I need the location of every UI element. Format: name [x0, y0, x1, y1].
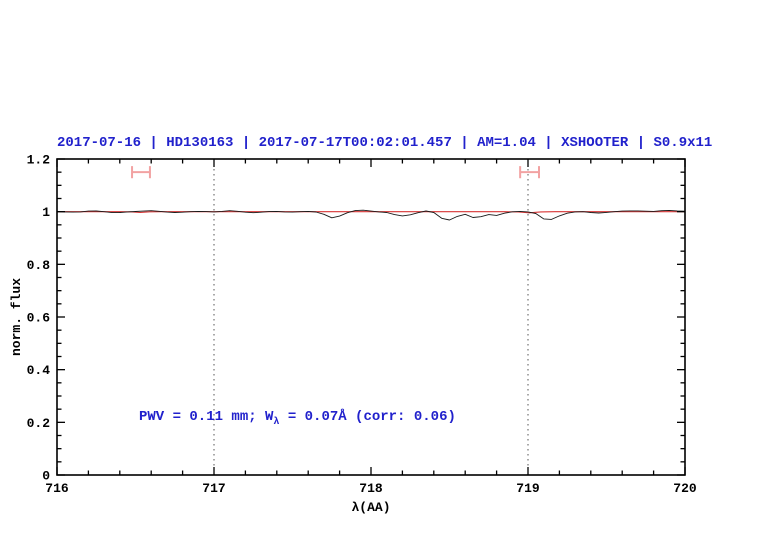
axis-ticks — [56, 158, 686, 476]
pwv-annotation: PWV = 0.11 mm; Wλ = 0.07Å (corr: 0.06) — [139, 409, 456, 428]
plot-title: 2017-07-16 | HD130163 | 2017-07-17T00:02… — [57, 135, 713, 151]
pwv-lambda-subscript: λ — [273, 416, 280, 428]
x-tick-label: 719 — [516, 481, 540, 496]
y-tick-label: 0.4 — [27, 363, 51, 378]
x-tick-label: 716 — [45, 481, 69, 496]
tick-labels: 716 717 718 719 720 0 0.2 0.4 0.6 0.8 1 1.2 — [27, 153, 697, 497]
y-axis-label: norm. flux — [9, 278, 24, 356]
pwv-text-pre: PWV = 0.11 mm; W — [139, 409, 274, 425]
x-axis-label: λ(AA) — [351, 500, 390, 515]
y-tick-label: 1 — [42, 205, 50, 220]
y-tick-label: 0.6 — [27, 311, 51, 326]
x-tick-label: 717 — [202, 481, 225, 496]
error-bar-marker — [131, 166, 151, 179]
y-tick-label: 0 — [42, 469, 50, 484]
error-bar-marker — [519, 166, 540, 179]
y-tick-label: 1.2 — [27, 153, 51, 168]
observed-spectrum-line — [56, 209, 686, 221]
pwv-text-post: = 0.07Å (corr: 0.06) — [279, 409, 456, 425]
x-tick-label: 720 — [673, 481, 697, 496]
y-tick-label: 0.8 — [27, 258, 51, 273]
x-tick-label: 718 — [359, 481, 383, 496]
y-tick-label: 0.2 — [27, 416, 51, 431]
